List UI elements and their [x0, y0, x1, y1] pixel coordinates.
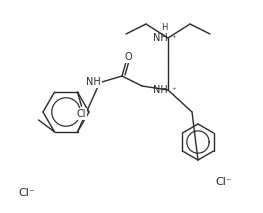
Text: ⁺: ⁺	[171, 33, 175, 43]
Text: Cl⁻: Cl⁻	[18, 188, 35, 198]
Text: Cl⁻: Cl⁻	[215, 177, 232, 187]
Text: ⁺: ⁺	[171, 85, 175, 95]
Text: Cl: Cl	[77, 109, 86, 119]
Text: O: O	[124, 52, 132, 62]
Text: NH: NH	[153, 33, 168, 43]
Text: H: H	[161, 23, 167, 33]
Text: NH: NH	[153, 85, 168, 95]
Text: NH: NH	[86, 77, 101, 87]
